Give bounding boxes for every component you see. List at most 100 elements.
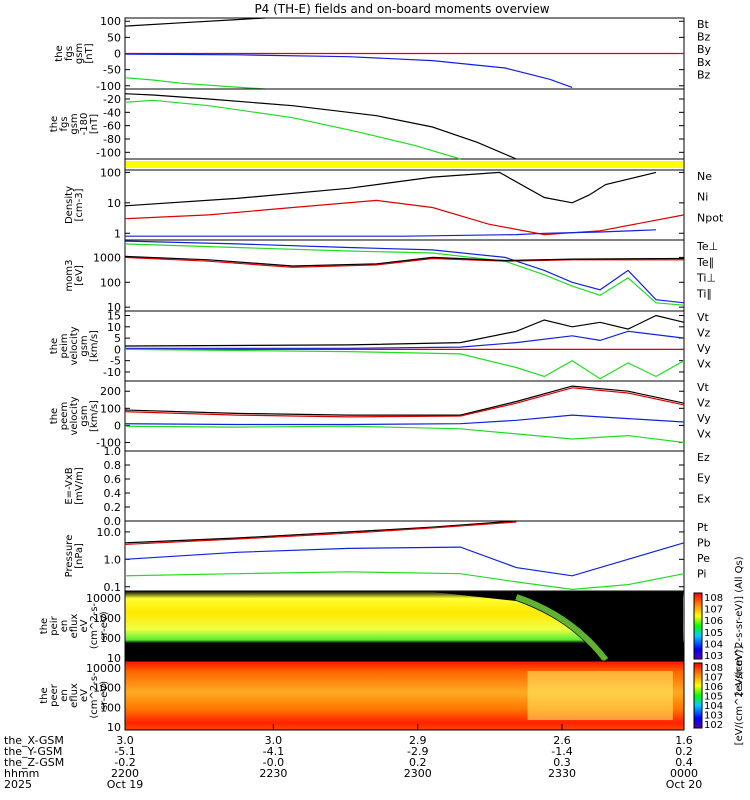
colorbar-tick-label: 107 [704,605,723,616]
y-tick-label: 10 [107,721,121,734]
colorbar-label: [eV/(cm^2-s-sr-eV)] (All Qs) [734,556,745,695]
y-tick-label: 0 [114,419,121,432]
y-axis-label-line: sr-eV) [99,681,110,710]
y-axis-label-line: the [49,116,60,132]
series-line [125,229,657,237]
y-tick-label: 0 [114,48,121,61]
y-tick-label: 1.0 [104,445,122,458]
colorbar-tick-label: 103 [704,651,723,662]
panel-8: 10000 1000 100 10 the peir en eflux eV (cm^2-s-sr… [39,556,745,695]
series-line [124,521,517,545]
legend-entry: Te∥ [696,256,714,269]
y-axis-label: the peim velocity gsm [km/s] [49,326,100,365]
x-tick-value: 0.4 [675,756,693,769]
x-tick-value: 2.9 [409,734,427,747]
y-axis-label-line: gsm [79,405,90,426]
legend-entry: Vz [697,327,711,340]
y-tick-label: 100 [100,402,121,415]
legend-entry: Pt [697,521,709,534]
y-axis-label-line: peer [49,683,60,707]
y-tick-label: 0.8 [104,459,122,472]
legend-entry: Ex [697,492,711,505]
y-axis-label-line: eV [79,619,90,632]
x-tick-value: -2.9 [407,745,428,758]
y-axis-label-line: the [54,45,65,61]
y-tick-label: 100 [100,276,121,289]
y-axis-label-line: [nPa] [74,543,85,569]
series-line [124,520,517,544]
y-axis-label-line: [eV] [74,265,85,286]
y-tick-label: 100 [100,166,121,179]
series-line [124,385,685,416]
colorbar-tick-label: 105 [704,628,723,639]
y-tick-label: 10000 [86,592,121,605]
series-line [124,414,685,426]
y-tick-label: -5 [110,355,121,368]
y-axis-label-line: the [39,618,50,634]
legend-entry: Npot [697,211,724,224]
y-axis-label-line: eV [79,689,90,702]
y-tick-label: 10 [107,301,121,314]
legend-entry: Ey [697,472,711,485]
legend-entry: Ti∥ [696,287,712,300]
series-line [125,330,685,349]
y-tick-label: -10 [103,366,121,379]
x-row-label: hhmm [4,767,39,780]
y-axis-label-line: the [49,408,60,424]
panel-6: 1.00.80.60.40.20.0 E=-VxB [mV/m] Ez Ey Ex [64,445,711,528]
colorbar-label: [eV/(cm^2-s-sr-eV)] [734,646,745,746]
x-tick-value: 0000 [670,767,698,780]
y-axis-label-line: gsm [79,335,90,356]
panel-9: 10000 1000 100 10 the peer en eflux eV (cm^2-s-sr… [39,646,745,746]
y-tick-label: 100 [100,15,121,28]
colorbar-tick-label: 108 [704,663,723,674]
series-line [124,314,685,347]
legend-entry: Pi [697,568,706,581]
x-tick-value: -5.1 [114,745,135,758]
y-axis-label-line: -180 [79,113,90,136]
x-tick-value: -1.4 [551,745,572,758]
colorbar-tick-label: 105 [704,692,723,703]
y-axis-label-line: (cm^2-s- [89,602,100,649]
y-axis-label-line: mom3 [64,260,75,292]
y-axis-label: mom3 [eV] [64,260,85,292]
panel-frame [124,450,685,522]
legend-entry: Te⊥ [696,240,718,253]
y-tick-label: -20 [103,93,121,106]
y-axis-label-line: Pressure [64,535,75,578]
y-axis-label-line: en [59,689,70,702]
spectrogram-feature [515,594,609,662]
y-axis-label-line: [nT] [84,43,95,63]
y-tick-label: 1.0 [104,553,122,566]
panel-frame [124,660,685,731]
colorbar-tick-label: 107 [704,673,723,684]
colorbar [693,662,703,729]
y-tick-label: 100 [100,701,121,714]
series-line [124,53,573,88]
legend-entry: Ez [697,451,710,464]
y-tick-label: 0.2 [104,501,122,514]
colorbar [693,592,703,660]
series-line [124,255,685,267]
panel-frame [124,520,685,592]
y-tick-label: 1000 [93,612,121,625]
y-tick-label: 10 [107,652,121,665]
y-axis-label-line: velocity [69,396,80,435]
x-tick-value: 2.6 [553,734,571,747]
y-axis-label-line: [cm-3] [74,188,85,221]
y-axis-label-line: en [59,620,70,633]
y-tick-label: -100 [96,146,121,159]
legend-entry: Bz [697,31,711,44]
legend-entry: Vx [697,358,712,371]
panel-2: 100 10 1 Density [cm-3] Ne Ni Npot [64,166,724,241]
x-tick-value: 2300 [404,767,432,780]
y-axis-label-line: [nT] [89,114,100,134]
y-axis-label-line: eflux [69,683,80,708]
y-tick-label: 10 [107,321,121,334]
y-axis-label-line: peem [59,402,70,430]
y-tick-label: -100 [96,80,121,93]
y-axis-label-line: E=-VxB [64,467,75,504]
y-tick-label: 5 [114,332,121,345]
